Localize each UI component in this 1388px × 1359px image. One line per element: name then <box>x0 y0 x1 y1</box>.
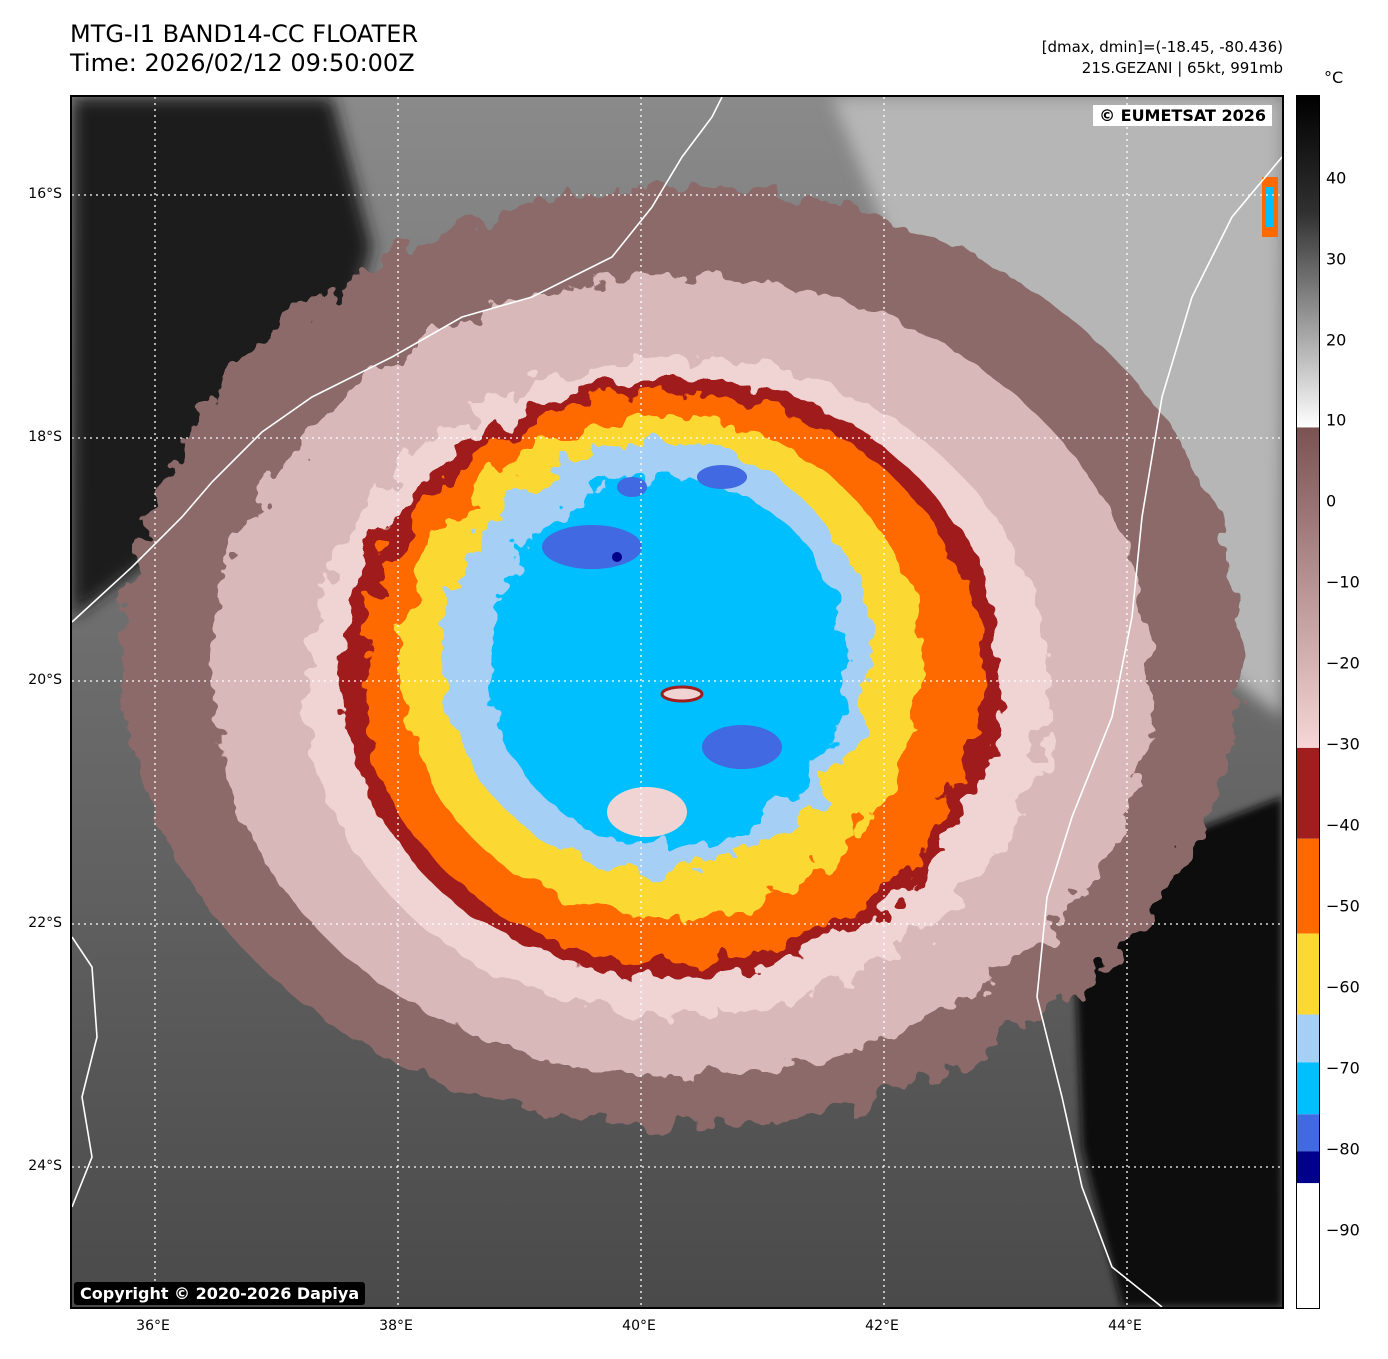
colorbar-tick-20: 20 <box>1326 330 1347 350</box>
dry-slot <box>607 787 687 837</box>
land-dark-upper-left <box>72 97 372 617</box>
title-line-product: MTG-I1 BAND14-CC FLOATER <box>70 20 419 48</box>
graticule <box>72 97 1282 1307</box>
storm-name-intensity: 21S.GEZANI | 65kt, 991mb <box>1081 59 1283 77</box>
lat-label-18s: 18°S <box>28 429 62 445</box>
lat-label-16s: 16°S <box>28 186 62 202</box>
colorbar-tick-40: 40 <box>1326 168 1347 188</box>
eumetsat-badge: © EUMETSAT 2026 <box>1093 105 1272 126</box>
lon-label-42e: 42°E <box>865 1318 899 1334</box>
colorbar <box>1296 95 1320 1309</box>
lat-label-22s: 22°S <box>28 915 62 931</box>
colorbar-tick-minus90: −90 <box>1326 1220 1360 1240</box>
storm-info: [dmax, dmin]=(-18.45, -80.436) 21S.GEZAN… <box>1042 37 1283 79</box>
chart-title: MTG-I1 BAND14-CC FLOATER Time: 2026/02/1… <box>70 20 418 78</box>
colorbar-unit: °C <box>1324 68 1344 87</box>
deep-convection <box>542 465 782 769</box>
hot-pixel-core <box>1266 187 1274 227</box>
colorbar-tick-30: 30 <box>1326 249 1347 269</box>
cloud-shield <box>122 187 1242 1127</box>
colorbar-tick-minus60: −60 <box>1326 977 1360 997</box>
copyright-badge: Copyright © 2020-2026 Dapiya <box>74 1282 366 1305</box>
satellite-map: © EUMETSAT 2026 Copyright © 2020-2026 Da… <box>70 95 1284 1309</box>
lon-label-36e: 36°E <box>136 1318 170 1334</box>
colorbar-tick-minus30: −30 <box>1326 734 1360 754</box>
satellite-image <box>72 97 1282 1307</box>
lon-label-38e: 38°E <box>379 1318 413 1334</box>
colorbar-tick-minus10: −10 <box>1326 572 1360 592</box>
eye-feature <box>660 685 704 703</box>
title-line-time: Time: 2026/02/12 09:50:00Z <box>70 49 415 77</box>
colorbar-tick-0: 0 <box>1326 491 1337 511</box>
colorbar-tick-minus80: −80 <box>1326 1139 1360 1159</box>
colorbar-tick-minus20: −20 <box>1326 653 1360 673</box>
lat-label-24s: 24°S <box>28 1158 62 1174</box>
lon-label-40e: 40°E <box>622 1318 656 1334</box>
dmax-dmin-label: [dmax, dmin]=(-18.45, -80.436) <box>1041 38 1283 56</box>
colorbar-tick-minus50: −50 <box>1326 896 1360 916</box>
lat-label-20s: 20°S <box>28 672 62 688</box>
colorbar-tick-minus40: −40 <box>1326 815 1360 835</box>
coastlines <box>72 97 1282 1307</box>
colorbar-tick-minus70: −70 <box>1326 1058 1360 1078</box>
lon-label-44e: 44°E <box>1108 1318 1142 1334</box>
colorbar-tick-10: 10 <box>1326 410 1347 430</box>
